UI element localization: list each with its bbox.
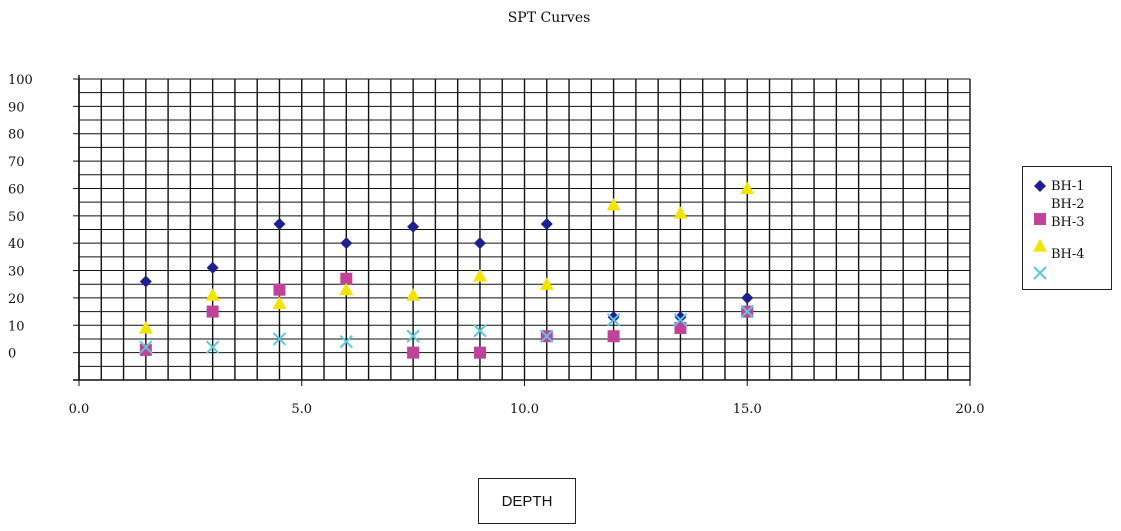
legend-label: BH-1 bbox=[1051, 179, 1085, 194]
data-point-x bbox=[606, 313, 621, 327]
data-point-triangle bbox=[1033, 239, 1047, 252]
data-point-diamond bbox=[273, 218, 286, 231]
plot-grid bbox=[78, 78, 971, 381]
y-tick-label: 80 bbox=[8, 128, 25, 143]
data-point-diamond bbox=[1034, 180, 1046, 192]
data-point-square bbox=[340, 272, 353, 285]
data-point-triangle bbox=[339, 282, 354, 296]
data-point-square bbox=[607, 330, 620, 343]
data-point-triangle bbox=[205, 288, 220, 301]
data-point-x bbox=[1033, 266, 1047, 280]
y-tick-label: 60 bbox=[8, 182, 25, 197]
data-point-square bbox=[139, 343, 152, 356]
data-point-diamond bbox=[340, 237, 353, 250]
y-tick-label: 90 bbox=[8, 100, 25, 115]
legend-content: BH-1 BH-2 BH-3 BH-4 bbox=[1033, 179, 1085, 280]
data-point-triangle bbox=[673, 206, 688, 219]
data-point-triangle bbox=[138, 321, 153, 334]
data-point-square bbox=[206, 305, 219, 318]
data-point-triangle bbox=[539, 277, 554, 290]
data-point-x bbox=[272, 332, 287, 346]
legend-label: BH-3 bbox=[1051, 215, 1085, 230]
data-point-triangle bbox=[740, 181, 755, 195]
x-tick-label: 0.0 bbox=[69, 402, 90, 417]
tick-labels: 0 10 20 30 40 50 60 70 80 90 100 0.0 5.0 10.0 15.0 20.0 bbox=[8, 73, 984, 417]
data-points bbox=[138, 181, 755, 359]
y-tick-label: 20 bbox=[8, 292, 25, 307]
y-tick-label: 30 bbox=[8, 265, 25, 280]
data-point-x bbox=[540, 329, 554, 343]
data-point-square bbox=[473, 346, 486, 359]
x-tick-label: 15.0 bbox=[733, 402, 762, 417]
y-tick-label: 50 bbox=[8, 210, 25, 225]
chart-title: SPT Curves bbox=[508, 10, 591, 26]
data-point-diamond bbox=[741, 291, 754, 304]
x-tick-label: 5.0 bbox=[291, 402, 312, 417]
legend: BH-1 BH-2 BH-3 BH-4 bbox=[1022, 166, 1112, 290]
legend-label: BH-2 bbox=[1051, 197, 1085, 212]
y-tick-label: 70 bbox=[8, 155, 25, 170]
data-point-x bbox=[673, 313, 688, 327]
data-point-x bbox=[205, 340, 220, 354]
data-point-diamond bbox=[607, 311, 620, 324]
data-point-diamond bbox=[540, 218, 553, 231]
x-tick-label: 20.0 bbox=[956, 402, 985, 417]
data-point-diamond bbox=[407, 220, 420, 233]
data-point-x bbox=[740, 304, 754, 319]
y-tick-label: 0 bbox=[8, 347, 16, 362]
data-point-x bbox=[339, 334, 354, 349]
data-point-square bbox=[273, 283, 286, 296]
data-point-square bbox=[407, 346, 420, 359]
data-point-diamond bbox=[473, 237, 486, 250]
x-tick-label: 10.0 bbox=[510, 402, 539, 417]
data-point-diamond bbox=[139, 275, 152, 288]
data-point-diamond bbox=[206, 261, 219, 274]
data-point-square bbox=[674, 322, 687, 335]
data-point-triangle bbox=[472, 269, 487, 282]
y-tick-label: 10 bbox=[8, 319, 25, 334]
legend-label: BH-4 bbox=[1051, 247, 1085, 262]
data-point-x bbox=[139, 340, 153, 354]
y-tick-label: 100 bbox=[8, 73, 33, 88]
data-point-diamond bbox=[674, 311, 687, 324]
data-point-triangle bbox=[272, 296, 287, 309]
data-point-triangle bbox=[406, 288, 421, 301]
data-point-triangle bbox=[606, 197, 621, 211]
y-tick-label: 40 bbox=[8, 237, 25, 252]
data-point-x bbox=[406, 329, 420, 343]
x-axis-label: DEPTH bbox=[478, 478, 576, 524]
axes bbox=[73, 75, 971, 386]
data-point-square bbox=[1034, 213, 1046, 225]
data-point-x bbox=[473, 324, 487, 338]
